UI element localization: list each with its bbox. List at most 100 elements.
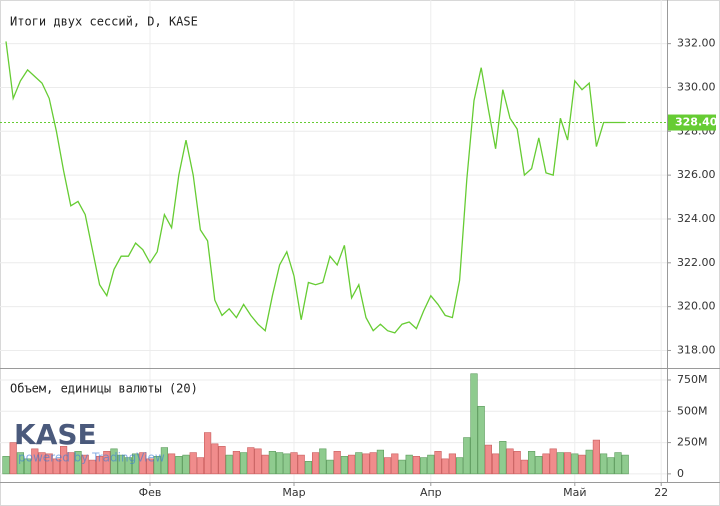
volume-bar [340, 456, 349, 475]
volume-bar [67, 452, 75, 475]
volume-bar [211, 443, 219, 475]
volume-bar [463, 437, 471, 475]
volume-bar [290, 452, 298, 475]
y2-tick-label: 500M [677, 404, 708, 417]
volume-bar [527, 451, 536, 475]
y-tick-label: 324.00 [677, 212, 716, 225]
y-tick-label: 322.00 [677, 256, 716, 269]
volume-bar [182, 454, 190, 475]
volume-bar [268, 451, 277, 475]
x-tick-label: Фев [139, 486, 162, 499]
volume-bar [599, 453, 608, 475]
credit: powered by TradingView [18, 451, 165, 465]
volume-bar [103, 451, 111, 475]
volume-bar [45, 453, 53, 475]
volume-bar [81, 454, 89, 475]
volume-bar [168, 453, 176, 475]
volume-bar [470, 373, 478, 475]
grid [0, 0, 667, 482]
y-tick-label: 332.00 [677, 37, 716, 50]
volume-bar [571, 453, 579, 475]
volume-bar [160, 447, 169, 475]
volume-bar [38, 452, 46, 475]
volume-bar [59, 446, 68, 475]
volume-bar [427, 454, 435, 475]
y2-tick-label: 250M [677, 436, 708, 449]
volume-title: Объем, единицы валюты (20) [10, 382, 198, 396]
volume-bar [499, 441, 507, 475]
volume-bar [347, 454, 356, 475]
volume-bar [398, 459, 406, 475]
volume-bar [477, 405, 485, 475]
volume-bar [434, 451, 442, 475]
volume-bar [139, 452, 147, 475]
volume-bar [16, 452, 25, 475]
volume-bar [31, 448, 39, 475]
volume-bar [513, 451, 521, 475]
volume-bar [204, 432, 212, 475]
x-tick-label: Май [563, 486, 586, 499]
volume-bar [9, 442, 17, 475]
volume-bar [304, 461, 313, 475]
volume-bar [563, 452, 572, 475]
volume-bar [96, 456, 104, 475]
volume-bar [117, 454, 125, 475]
volume-bar [326, 459, 334, 475]
y-tick-label: 318.00 [677, 343, 716, 356]
chart-title: Итоги двух сессий, D, KASE [10, 15, 198, 29]
volume-bar [556, 452, 564, 475]
y-tick-label: 330.00 [677, 80, 716, 93]
volume-bar [333, 451, 341, 475]
logo: KASE [14, 418, 97, 451]
volume-bar [369, 452, 377, 475]
volume-bar [275, 452, 284, 475]
volume-bar [311, 452, 320, 475]
volume-bar [283, 453, 291, 475]
x-tick-label: Мар [282, 486, 305, 499]
volume-bar [196, 457, 205, 475]
volume-bar [592, 439, 600, 475]
volume-bar [520, 459, 528, 475]
volume-bar [225, 454, 233, 475]
x-tick-label: 22 [654, 486, 668, 499]
volume-bar [621, 454, 629, 475]
volume-bar [218, 446, 226, 475]
last-value-box [668, 114, 716, 131]
y-tick-label: 320.00 [677, 300, 716, 313]
volume-bar [23, 458, 32, 475]
volume-bar [578, 454, 586, 475]
volume-bar [448, 453, 457, 475]
last-value-label: 328.40 [675, 116, 718, 129]
volume-bar [146, 458, 154, 475]
volume-bar [614, 452, 622, 475]
y2-tick-label: 0 [677, 467, 684, 480]
volume-bar [52, 458, 60, 475]
volume-bar [261, 454, 269, 475]
volume-bar [355, 452, 363, 475]
volume-bar [391, 453, 399, 475]
volume-bar [254, 448, 262, 475]
volume-bar [441, 458, 449, 475]
volume-bar [132, 453, 140, 475]
y-tick-label: 326.00 [677, 168, 716, 181]
volume-bar [506, 448, 514, 475]
volume-bar [383, 457, 392, 475]
volume-bar [74, 451, 82, 475]
price-line [5, 41, 626, 334]
volume-bar [549, 448, 557, 475]
volume-bar [153, 456, 161, 475]
volume-bar [110, 448, 118, 475]
volume-bar [535, 456, 543, 475]
volume-bar [232, 451, 241, 475]
volume-bar [585, 449, 593, 475]
volume-bar [491, 453, 500, 475]
volume-bar [607, 457, 615, 475]
volume-bar [240, 452, 248, 475]
volume-bar [175, 456, 183, 475]
volume-bar [319, 448, 327, 475]
volume-bar [88, 459, 96, 475]
volume-bar [2, 456, 10, 475]
